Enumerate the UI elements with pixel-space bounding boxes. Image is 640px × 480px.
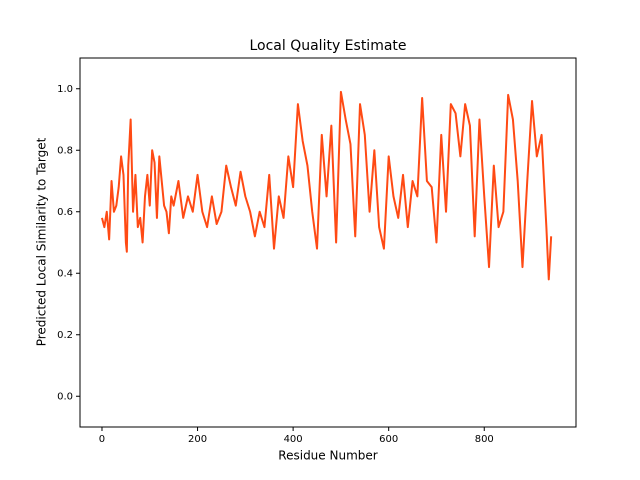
- chart-title: Local Quality Estimate: [249, 38, 406, 54]
- y-tick-label: 0.0: [57, 391, 73, 402]
- y-tick-label: 0.6: [57, 207, 73, 218]
- x-tick-label: 600: [379, 434, 398, 445]
- x-tick-label: 800: [475, 434, 494, 445]
- x-tick-label: 200: [188, 434, 207, 445]
- y-tick-label: 0.8: [57, 145, 73, 156]
- y-tick-label: 1.0: [57, 84, 73, 95]
- plot-frame: [79, 57, 577, 428]
- y-tick-label: 0.4: [57, 268, 73, 279]
- line: [101, 90, 553, 281]
- x-tick-label: 0: [99, 434, 105, 445]
- x-tick-label: 400: [284, 434, 303, 445]
- y-axis-label: Predicted Local Similarity to Target: [35, 137, 49, 346]
- y-tick-label: 0.2: [57, 330, 73, 341]
- x-axis-label: Residue Number: [278, 449, 377, 463]
